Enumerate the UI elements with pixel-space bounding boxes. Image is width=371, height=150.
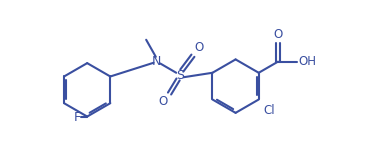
Text: F: F xyxy=(73,111,81,124)
Text: O: O xyxy=(273,28,283,41)
Text: N: N xyxy=(152,55,161,68)
Text: OH: OH xyxy=(298,55,316,68)
Text: Cl: Cl xyxy=(263,104,275,117)
Text: O: O xyxy=(159,95,168,108)
Text: O: O xyxy=(194,41,204,54)
Text: S: S xyxy=(176,69,184,81)
